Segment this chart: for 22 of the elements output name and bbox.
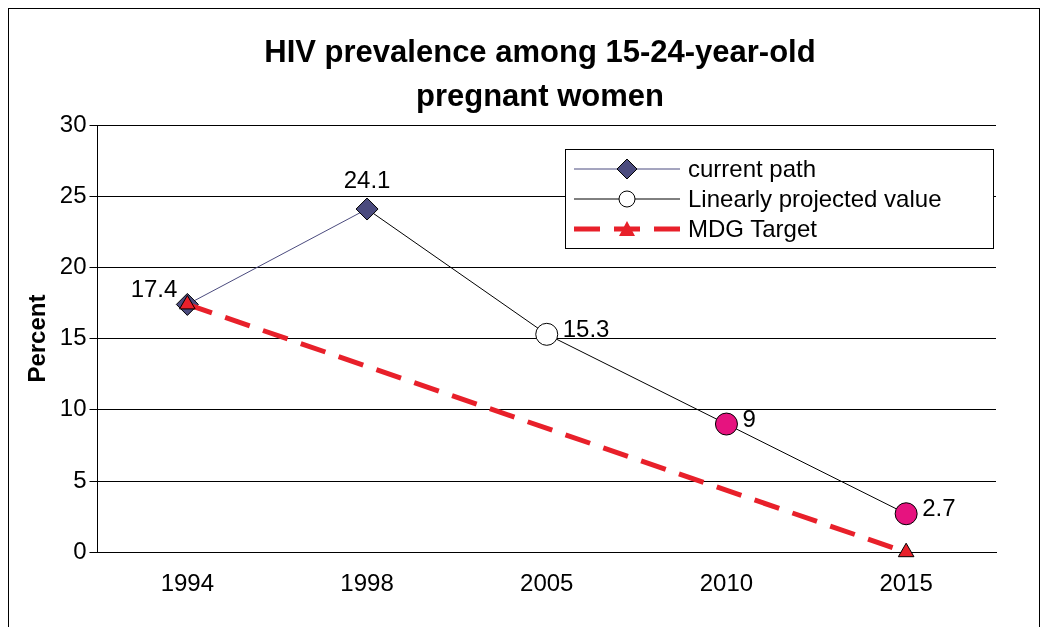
x-tick-label: 1994: [160, 569, 215, 597]
y-axis-title: Percent: [23, 294, 51, 383]
x-tick-label: 2005: [520, 569, 574, 597]
y-tick-label: 20: [59, 252, 87, 280]
y-tick-label: 10: [59, 394, 87, 422]
legend-label: Linearly projected value: [688, 185, 942, 213]
y-tick-label: 0: [73, 536, 87, 564]
data-label: 2.7: [922, 494, 956, 522]
data-label: 24.1: [343, 165, 391, 193]
y-tick-label: 30: [59, 109, 87, 137]
data-label: 17.4: [130, 275, 178, 303]
y-tick-label: 25: [59, 180, 87, 208]
y-tick-label: 5: [73, 465, 87, 493]
chart-title: HIV prevalence among 15-24-year-old pregnant women: [263, 33, 817, 115]
legend-label: current path: [688, 155, 817, 183]
y-tick-label: 15: [59, 323, 87, 351]
x-tick-label: 1998: [340, 569, 394, 597]
data-label: 15.3: [562, 314, 610, 342]
x-tick-label: 2010: [699, 569, 754, 597]
data-label: 9: [742, 404, 756, 432]
legend-label: MDG Target: [688, 215, 817, 243]
x-tick-label: 2015: [879, 569, 933, 597]
